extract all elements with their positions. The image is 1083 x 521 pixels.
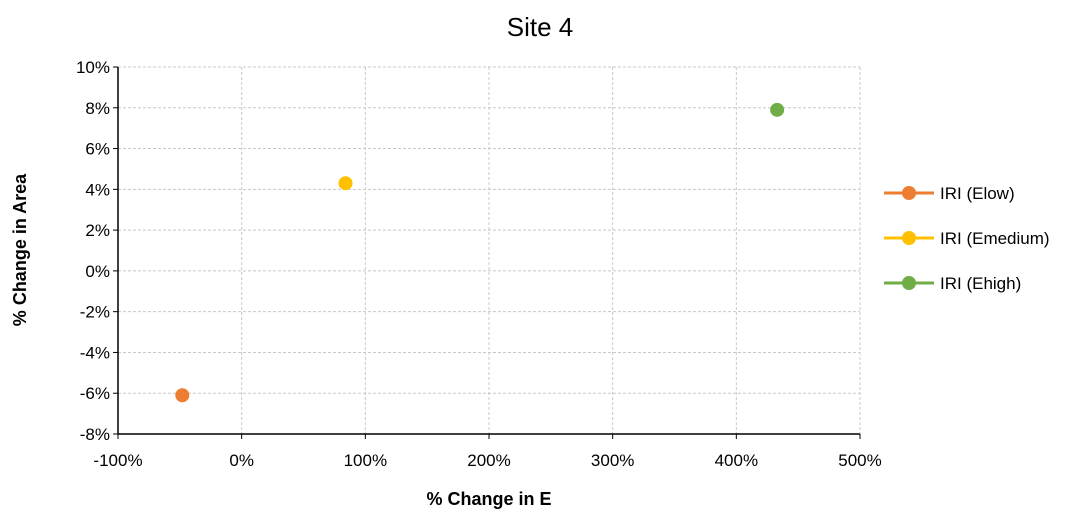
y-tick-label: 2% xyxy=(85,221,110,240)
gridlines xyxy=(118,66,861,434)
y-tick-label: -6% xyxy=(80,384,110,403)
y-axis-title: % Change in Area xyxy=(10,173,30,326)
data-point-series-2 xyxy=(770,102,785,117)
x-tick-label: 200% xyxy=(467,451,510,470)
legend-item: IRI (Elow) xyxy=(884,184,1015,203)
legend-marker xyxy=(902,186,916,200)
legend: IRI (Elow) IRI (Emedium) IRI (Ehigh) xyxy=(884,184,1050,293)
x-tick-label: 0% xyxy=(229,451,254,470)
x-axis-title: % Change in E xyxy=(426,489,551,509)
x-tick-label: 400% xyxy=(715,451,758,470)
x-tick-label: 500% xyxy=(838,451,881,470)
y-tick-label: 4% xyxy=(85,180,110,199)
y-tick-label: 10% xyxy=(76,58,110,77)
data-point-series-1 xyxy=(338,176,353,191)
y-tick-label: -4% xyxy=(80,343,110,362)
x-tick-labels: -100% 0% 100% 200% 300% 400% 500% xyxy=(93,451,881,470)
x-tick-label: -100% xyxy=(93,451,142,470)
data-point-series-0 xyxy=(175,388,190,403)
axes xyxy=(113,66,861,439)
y-tick-label: 0% xyxy=(85,262,110,281)
legend-marker xyxy=(902,276,916,290)
legend-label: IRI (Emedium) xyxy=(940,229,1050,248)
y-tick-label: -2% xyxy=(80,303,110,322)
legend-item: IRI (Emedium) xyxy=(884,229,1050,248)
y-tick-label: 8% xyxy=(85,99,110,118)
legend-label: IRI (Elow) xyxy=(940,184,1015,203)
x-tick-label: 300% xyxy=(591,451,634,470)
y-tick-labels: -8% -6% -4% -2% 0% 2% 4% 6% 8% 10% xyxy=(76,58,110,444)
y-tick-label: 6% xyxy=(85,140,110,159)
y-tick-label: -8% xyxy=(80,425,110,444)
chart-title: Site 4 xyxy=(507,12,574,42)
legend-item: IRI (Ehigh) xyxy=(884,274,1021,293)
x-tick-label: 100% xyxy=(344,451,387,470)
legend-marker xyxy=(902,231,916,245)
data-points xyxy=(175,102,785,403)
legend-label: IRI (Ehigh) xyxy=(940,274,1021,293)
